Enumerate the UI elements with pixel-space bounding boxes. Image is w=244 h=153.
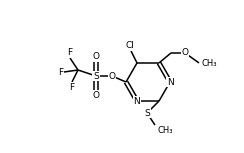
- Text: F: F: [58, 67, 63, 76]
- Text: N: N: [134, 97, 140, 106]
- Text: O: O: [92, 52, 100, 61]
- Text: O: O: [109, 71, 115, 80]
- Text: O: O: [182, 49, 189, 57]
- Text: S: S: [144, 108, 150, 118]
- Text: N: N: [167, 78, 173, 86]
- Text: O: O: [92, 91, 100, 100]
- Text: Cl: Cl: [126, 41, 134, 50]
- Text: S: S: [93, 71, 99, 80]
- Text: F: F: [70, 83, 75, 92]
- Text: F: F: [67, 48, 72, 57]
- Text: CH₃: CH₃: [157, 126, 173, 135]
- Text: CH₃: CH₃: [201, 60, 216, 68]
